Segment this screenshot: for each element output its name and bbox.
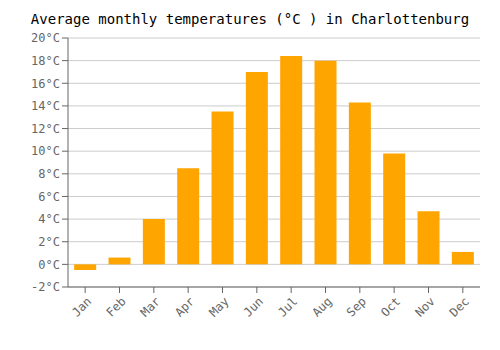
svg-text:4°C: 4°C [38, 212, 60, 226]
svg-text:Feb: Feb [103, 294, 128, 319]
svg-text:Aug: Aug [309, 294, 334, 319]
svg-text:20°C: 20°C [31, 31, 60, 45]
svg-text:Sep: Sep [344, 294, 369, 319]
svg-text:Oct: Oct [378, 294, 403, 319]
svg-text:16°C: 16°C [31, 77, 60, 91]
svg-text:6°C: 6°C [38, 190, 60, 204]
html-text:Average monthly temperatures (: Average monthly temperatures (°C ) in Ch… [30, 11, 470, 27]
svg-text:Nov: Nov [412, 294, 437, 319]
svg-text:May: May [206, 294, 231, 319]
svg-text:18°C: 18°C [31, 54, 60, 68]
svg-text:Apr: Apr [172, 294, 197, 319]
svg-text:Jan: Jan [69, 294, 94, 319]
svg-text:Jul: Jul [275, 294, 300, 319]
svg-text:8°C: 8°C [38, 167, 60, 181]
svg-text:Dec: Dec [447, 294, 472, 319]
svg-text:Mar: Mar [138, 294, 163, 319]
svg-text:-2°C: -2°C [31, 280, 60, 294]
svg-text:14°C: 14°C [31, 99, 60, 113]
svg-text:Jun: Jun [241, 294, 266, 319]
svg-text:10°C: 10°C [31, 144, 60, 158]
svg-text:2°C: 2°C [38, 235, 60, 249]
svg-text:0°C: 0°C [38, 258, 60, 272]
svg-text:12°C: 12°C [31, 122, 60, 136]
